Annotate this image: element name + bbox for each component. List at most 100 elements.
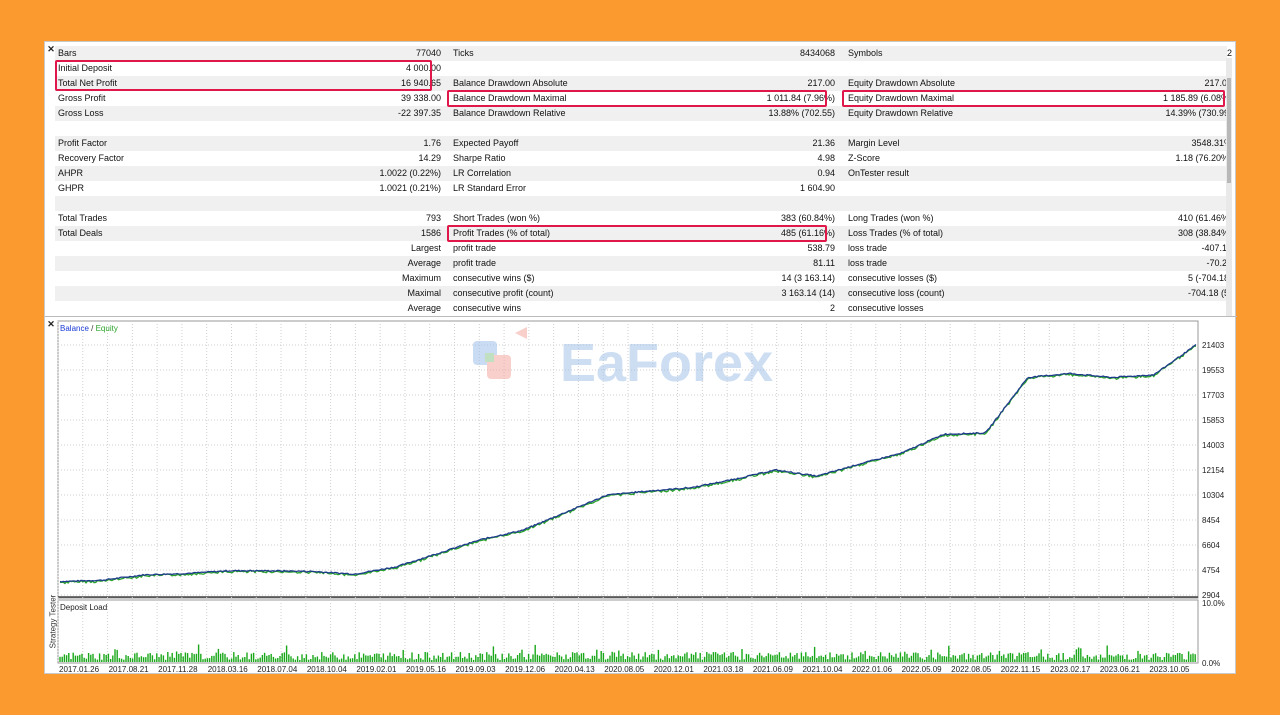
- metric-value: 13.88% (702.55): [768, 108, 835, 118]
- metric-value: 1 011.84 (7.96%): [766, 93, 835, 103]
- metric-value: -407.12: [1201, 243, 1232, 253]
- x-tick-label: 2021.03.18: [703, 665, 744, 674]
- y-tick-label: 10304: [1202, 491, 1225, 500]
- metric-value: 14.39% (730.99): [1165, 108, 1232, 118]
- metric-value: 4.98: [817, 153, 835, 163]
- x-tick-label: 2023.10.05: [1149, 665, 1190, 674]
- metric-value: 21.36: [812, 138, 835, 148]
- metric-value: Average: [407, 303, 441, 313]
- x-tick-label: 2022.01.06: [852, 665, 893, 674]
- y-tick-label: 4754: [1202, 566, 1220, 575]
- metric-value: -22 397.35: [397, 108, 441, 118]
- x-tick-label: 2020.08.05: [604, 665, 645, 674]
- metric-value: 1 185.89 (6.08%): [1162, 93, 1232, 103]
- report-row: [55, 121, 1227, 136]
- report-row: Initial Deposit 4 000.00: [55, 61, 1227, 76]
- legend-balance: Balance: [60, 324, 89, 333]
- metric-label: Profit Factor: [58, 138, 108, 148]
- metric-label: LR Correlation: [453, 168, 512, 178]
- metric-value: 793: [425, 213, 441, 223]
- x-tick-label: 2021.10.04: [802, 665, 843, 674]
- metric-value: 1.76: [423, 138, 441, 148]
- metric-value: 8434068: [799, 48, 835, 58]
- metric-label: Balance Drawdown Relative: [453, 108, 566, 118]
- metric-value: 1.18 (76.20%): [1175, 153, 1232, 163]
- report-row: Profit Factor 1.76 Expected Payoff 21.36 Mar…: [55, 136, 1232, 151]
- report-scrollbar[interactable]: [1226, 58, 1232, 316]
- eaforex-watermark-logo: EaForex: [473, 327, 773, 393]
- x-tick-label: 2018.10.04: [307, 665, 348, 674]
- report-row: Total Deals 1586 Profit Trades (% of total…: [55, 226, 1232, 241]
- metric-label: profit trade: [453, 258, 497, 268]
- metric-value: 3 163.14 (14): [781, 288, 835, 298]
- metric-label: Balance Drawdown Absolute: [453, 78, 568, 88]
- metric-label: Equity Drawdown Relative: [848, 108, 954, 118]
- metric-value: 5 (-704.18): [1187, 273, 1232, 283]
- balance-line: [59, 343, 1197, 583]
- metric-value: 217.00: [807, 78, 835, 88]
- metric-value: 14 (3 163.14): [781, 273, 835, 283]
- metric-label: Bars: [58, 48, 77, 58]
- x-tick-label: 2019.02.01: [356, 665, 397, 674]
- metric-label: consecutive profit (count): [453, 288, 554, 298]
- metric-label: Expected Payoff: [453, 138, 519, 148]
- chart-legend: Balance / Equity: [60, 324, 118, 333]
- report-row: Largest profit trade 538.79 loss trade -407.…: [55, 241, 1232, 256]
- metric-value: -704.18 (5): [1187, 288, 1232, 298]
- x-tick-label: 2022.11.15: [1001, 665, 1041, 674]
- metric-value: 39 338.00: [400, 93, 441, 103]
- metric-label: Symbols: [848, 48, 883, 58]
- y-tick-label: 17703: [1202, 391, 1225, 400]
- x-tick-label: 2017.11.28: [158, 665, 198, 674]
- report-row: Total Net Profit 16 940.65 Balance Drawdow…: [55, 76, 1232, 91]
- graph-panel: ✕ Strategy Tester 2017.01.26 2017.08.21 20…: [45, 316, 1237, 675]
- report-row: Total Trades 793 Short Trades (won %) 383 (…: [55, 211, 1232, 226]
- metric-label: Initial Deposit: [58, 63, 113, 73]
- metric-label: Sharpe Ratio: [453, 153, 506, 163]
- metric-value: 81.11: [813, 258, 835, 268]
- metric-label: Short Trades (won %): [453, 213, 541, 223]
- metric-label: consecutive loss (count): [848, 288, 945, 298]
- y-tick-label: 12154: [1202, 466, 1225, 475]
- deposit-load-plot-area: [57, 599, 1199, 664]
- metric-value: Average: [407, 258, 441, 268]
- y-tick-label: 6604: [1202, 541, 1220, 550]
- metric-label: loss trade: [848, 258, 888, 268]
- y-tick-label: 2904: [1202, 591, 1220, 600]
- metric-label: AHPR: [58, 168, 84, 178]
- x-tick-label: 2022.08.05: [951, 665, 992, 674]
- x-tick-label: 2022.05.09: [902, 665, 943, 674]
- x-tick-label: 2023.06.21: [1100, 665, 1141, 674]
- report-row: Average profit trade 81.11 loss trade -70.25: [55, 256, 1232, 271]
- report-row: [55, 196, 1227, 211]
- metric-label: Total Trades: [58, 213, 108, 223]
- metric-value: 14.29: [418, 153, 441, 163]
- report-row: Gross Loss -22 397.35 Balance Drawdown Rel…: [55, 106, 1232, 121]
- report-row: AHPR 1.0022 (0.22%) LR Correlation 0.94 OnTe…: [55, 166, 1232, 181]
- x-tick-label: 2020.12.01: [654, 665, 695, 674]
- y-tick-label: 15853: [1202, 416, 1225, 425]
- metric-value: 410 (61.46%): [1177, 213, 1232, 223]
- metric-label: Recovery Factor: [58, 153, 125, 163]
- x-tick-label: 2023.02.17: [1050, 665, 1091, 674]
- metric-value: 485 (61.16%): [780, 228, 835, 238]
- metric-label: Equity Drawdown Absolute: [848, 78, 956, 88]
- report-row: Bars 77040 Ticks 8434068 Symbols 2: [55, 46, 1232, 61]
- metric-label: Balance Drawdown Maximal: [453, 93, 567, 103]
- metric-label: Loss Trades (% of total): [848, 228, 944, 238]
- metric-label: consecutive losses: [848, 303, 924, 313]
- report-close-icon[interactable]: ✕: [47, 44, 55, 54]
- metric-value: 77040: [415, 48, 441, 58]
- deposit-load-label: Deposit Load: [60, 603, 107, 612]
- strategy-tester-window: ✕ Bars 77040 Ticks 8434068 Symbols 2 Initial D…: [44, 41, 1237, 675]
- y-tick-label: 19553: [1202, 366, 1225, 375]
- metric-value: 2: [829, 303, 835, 313]
- metric-value: 0: [1085, 166, 1232, 181]
- metric-value: 308 (38.84%): [1177, 228, 1232, 238]
- graph-close-icon[interactable]: ✕: [47, 319, 55, 329]
- y-tick-label: 8454: [1202, 516, 1220, 525]
- report-row: Average consecutive wins 2 consecutive loss…: [55, 301, 1232, 316]
- metric-label: LR Standard Error: [453, 183, 527, 193]
- report-row: Maximum consecutive wins ($) 14 (3 163.14)…: [55, 271, 1232, 286]
- x-tick-label: 2021.06.09: [753, 665, 794, 674]
